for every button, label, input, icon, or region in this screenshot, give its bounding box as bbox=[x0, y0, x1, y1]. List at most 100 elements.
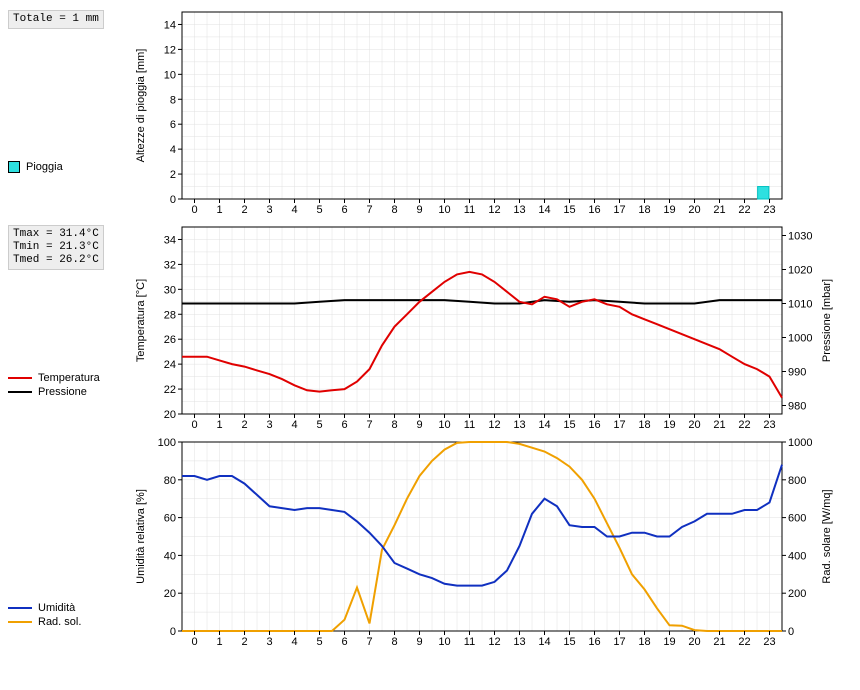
svg-text:1: 1 bbox=[216, 419, 222, 431]
svg-text:20: 20 bbox=[164, 409, 176, 421]
svg-text:6: 6 bbox=[341, 636, 347, 648]
svg-text:9: 9 bbox=[416, 204, 422, 216]
svg-text:14: 14 bbox=[538, 204, 550, 216]
svg-text:13: 13 bbox=[513, 204, 525, 216]
svg-text:7: 7 bbox=[366, 419, 372, 431]
svg-text:990: 990 bbox=[788, 367, 806, 379]
svg-text:200: 200 bbox=[788, 588, 806, 600]
legend-label: Pioggia bbox=[26, 161, 63, 173]
svg-text:400: 400 bbox=[788, 550, 806, 562]
humid-side: Umidità Rad. sol. bbox=[4, 434, 122, 630]
svg-text:26: 26 bbox=[164, 334, 176, 346]
rain-legend: Pioggia bbox=[8, 161, 118, 173]
rain-chart: 0246810121401234567891011121314151617181… bbox=[122, 4, 842, 219]
svg-text:0: 0 bbox=[170, 194, 176, 206]
svg-text:6: 6 bbox=[341, 204, 347, 216]
rain-side: Totale = 1 mm Pioggia bbox=[4, 4, 122, 175]
svg-text:30: 30 bbox=[164, 284, 176, 296]
svg-text:800: 800 bbox=[788, 475, 806, 487]
svg-text:60: 60 bbox=[164, 513, 176, 525]
svg-text:40: 40 bbox=[164, 550, 176, 562]
svg-text:15: 15 bbox=[563, 204, 575, 216]
svg-text:20: 20 bbox=[688, 419, 700, 431]
svg-text:16: 16 bbox=[588, 419, 600, 431]
svg-text:14: 14 bbox=[538, 419, 550, 431]
svg-text:22: 22 bbox=[738, 419, 750, 431]
svg-text:10: 10 bbox=[438, 636, 450, 648]
legend-item: Temperatura bbox=[8, 372, 118, 384]
svg-text:4: 4 bbox=[170, 144, 176, 156]
svg-text:32: 32 bbox=[164, 259, 176, 271]
svg-text:8: 8 bbox=[391, 419, 397, 431]
svg-text:11: 11 bbox=[464, 636, 475, 648]
svg-text:16: 16 bbox=[588, 636, 600, 648]
svg-text:21: 21 bbox=[713, 204, 725, 216]
svg-text:980: 980 bbox=[788, 401, 806, 413]
svg-text:11: 11 bbox=[464, 204, 475, 216]
svg-text:12: 12 bbox=[164, 44, 176, 56]
svg-text:7: 7 bbox=[366, 636, 372, 648]
svg-text:16: 16 bbox=[588, 204, 600, 216]
svg-text:18: 18 bbox=[638, 419, 650, 431]
svg-text:1030: 1030 bbox=[788, 231, 812, 243]
svg-text:24: 24 bbox=[164, 359, 176, 371]
svg-text:4: 4 bbox=[291, 419, 297, 431]
svg-text:600: 600 bbox=[788, 513, 806, 525]
svg-text:4: 4 bbox=[291, 636, 297, 648]
svg-text:8: 8 bbox=[391, 204, 397, 216]
legend-swatch bbox=[8, 391, 32, 393]
svg-text:20: 20 bbox=[688, 204, 700, 216]
svg-text:4: 4 bbox=[291, 204, 297, 216]
legend-label: Pressione bbox=[38, 386, 87, 398]
legend-swatch bbox=[8, 377, 32, 379]
svg-text:20: 20 bbox=[164, 588, 176, 600]
svg-text:17: 17 bbox=[613, 419, 625, 431]
svg-text:Temperatura [°C]: Temperatura [°C] bbox=[135, 279, 147, 362]
svg-text:2: 2 bbox=[241, 419, 247, 431]
legend-item: Pioggia bbox=[8, 161, 118, 173]
svg-text:5: 5 bbox=[316, 419, 322, 431]
svg-text:15: 15 bbox=[563, 419, 575, 431]
svg-text:0: 0 bbox=[191, 419, 197, 431]
svg-text:80: 80 bbox=[164, 475, 176, 487]
svg-text:10: 10 bbox=[438, 419, 450, 431]
svg-text:0: 0 bbox=[191, 204, 197, 216]
svg-text:23: 23 bbox=[763, 419, 775, 431]
svg-text:8: 8 bbox=[391, 636, 397, 648]
svg-text:Umidità relativa [%]: Umidità relativa [%] bbox=[135, 489, 147, 584]
svg-text:18: 18 bbox=[638, 204, 650, 216]
svg-text:Pressione [mbar]: Pressione [mbar] bbox=[821, 279, 833, 362]
svg-text:9: 9 bbox=[416, 636, 422, 648]
svg-text:Rad. solare [W/mq]: Rad. solare [W/mq] bbox=[821, 489, 833, 583]
legend-label: Temperatura bbox=[38, 372, 100, 384]
svg-text:13: 13 bbox=[513, 636, 525, 648]
legend-swatch bbox=[8, 161, 20, 173]
temp-chart: 2022242628303234980990100010101020103001… bbox=[122, 219, 842, 434]
temp-stats-box: Tmax = 31.4°C Tmin = 21.3°C Tmed = 26.2°… bbox=[8, 225, 104, 270]
svg-text:1010: 1010 bbox=[788, 299, 812, 311]
legend-item: Umidità bbox=[8, 602, 118, 614]
humid-chart: 0204060801000200400600800100001234567891… bbox=[122, 434, 842, 659]
svg-text:22: 22 bbox=[738, 204, 750, 216]
svg-text:22: 22 bbox=[738, 636, 750, 648]
legend-swatch bbox=[8, 607, 32, 609]
svg-text:12: 12 bbox=[488, 419, 500, 431]
svg-text:12: 12 bbox=[488, 204, 500, 216]
svg-text:7: 7 bbox=[366, 204, 372, 216]
legend-item: Pressione bbox=[8, 386, 118, 398]
humid-legend: Umidità Rad. sol. bbox=[8, 602, 118, 628]
svg-text:23: 23 bbox=[763, 204, 775, 216]
svg-text:17: 17 bbox=[613, 636, 625, 648]
svg-text:3: 3 bbox=[266, 636, 272, 648]
temp-legend: Temperatura Pressione bbox=[8, 372, 118, 398]
svg-text:10: 10 bbox=[164, 69, 176, 81]
svg-text:9: 9 bbox=[416, 419, 422, 431]
temp-panel-row: Tmax = 31.4°C Tmin = 21.3°C Tmed = 26.2°… bbox=[4, 219, 860, 434]
svg-text:0: 0 bbox=[788, 626, 794, 638]
svg-text:19: 19 bbox=[663, 204, 675, 216]
svg-text:34: 34 bbox=[164, 234, 176, 246]
svg-text:0: 0 bbox=[170, 626, 176, 638]
svg-text:12: 12 bbox=[488, 636, 500, 648]
legend-label: Rad. sol. bbox=[38, 616, 81, 628]
svg-text:Altezze di pioggia [mm]: Altezze di pioggia [mm] bbox=[135, 49, 147, 163]
